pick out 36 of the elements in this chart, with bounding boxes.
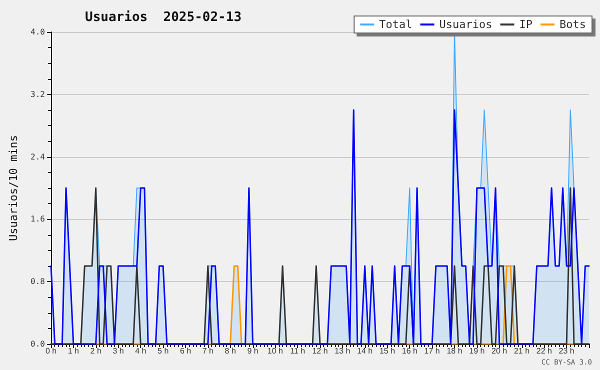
- y-tick-label: 0.0: [30, 340, 46, 348]
- x-tick-label: 18 h: [446, 346, 462, 356]
- y-axis-title: Usuarios/10 mins: [7, 135, 20, 241]
- x-tick-label: 19 h: [469, 346, 485, 356]
- x-tick-label: 5 h: [158, 346, 169, 356]
- x-tick-label: 13 h: [334, 346, 350, 356]
- x-tick-label: 6 h: [180, 346, 192, 356]
- x-tick-label: 20 h: [492, 346, 508, 356]
- x-tick-label: 14 h: [357, 346, 373, 356]
- legend-label: IP: [519, 18, 533, 31]
- legend-label: Bots: [560, 18, 586, 31]
- x-tick-label: 17 h: [424, 346, 440, 356]
- x-tick-label: 23 h: [558, 346, 574, 356]
- x-tick-label: 16 h: [402, 346, 418, 356]
- x-tick-label: 11 h: [290, 346, 306, 356]
- x-tick-label: 7 h: [202, 346, 214, 356]
- y-tick-label: 2.4: [30, 152, 46, 162]
- x-tick-label: 8 h: [224, 346, 236, 356]
- x-tick-label: 21 h: [514, 346, 530, 356]
- chart-title: Usuarios 2025-02-13: [85, 10, 242, 25]
- legend-label: Total: [379, 18, 412, 31]
- legend-label: Usuarios: [439, 18, 492, 31]
- x-tick-label: 0 h: [45, 346, 57, 356]
- y-tick-label: 1.6: [30, 214, 46, 224]
- x-tick-label: 12 h: [312, 346, 328, 356]
- x-tick-label: 2 h: [90, 346, 102, 356]
- x-tick-label: 9 h: [247, 346, 258, 356]
- y-tick-label: 4.0: [30, 28, 46, 36]
- y-tick-label: 0.8: [30, 277, 46, 286]
- x-tick-label: 1 h: [68, 346, 79, 356]
- x-tick-label: 4 h: [135, 346, 146, 356]
- x-tick-label: 22 h: [536, 346, 552, 356]
- y-tick-label: 3.2: [30, 90, 46, 99]
- x-tick-label: 15 h: [379, 346, 396, 356]
- x-tick-label: 10 h: [267, 346, 283, 356]
- x-tick-label: 3 h: [112, 346, 124, 356]
